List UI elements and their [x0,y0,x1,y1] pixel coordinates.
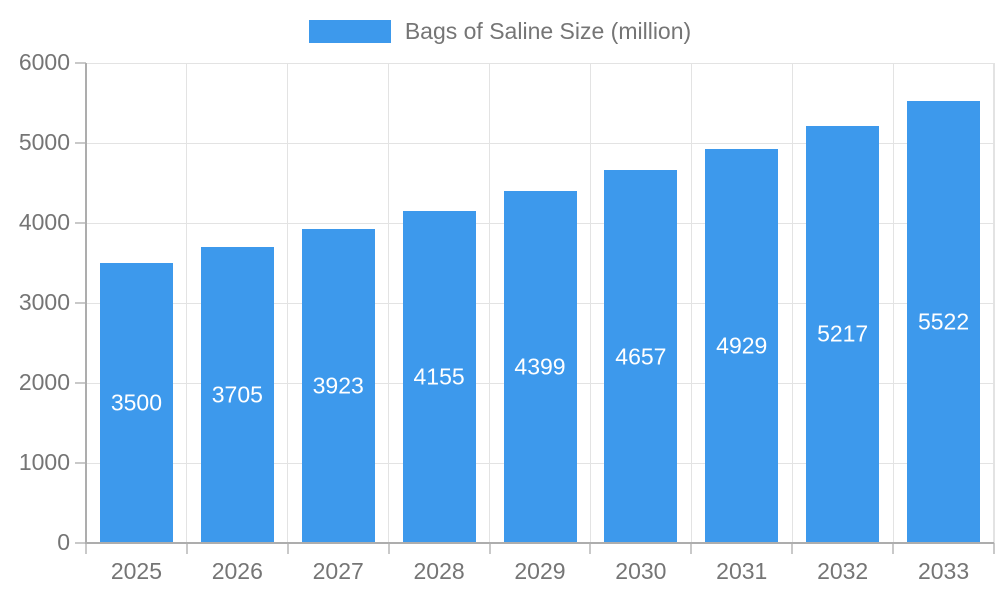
y-axis-tick [75,142,86,144]
v-gridline [489,63,491,543]
y-axis-tick [75,382,86,384]
h-gridline [86,62,994,64]
legend[interactable]: Bags of Saline Size (million) [0,14,1000,48]
x-axis-label: 2033 [917,558,970,584]
bar-value-label: 3705 [211,381,263,408]
v-gridline [287,63,289,543]
y-axis-label: 6000 [18,49,70,75]
y-axis-label: 4000 [18,209,70,235]
y-axis-tick [75,62,86,64]
v-gridline [388,63,390,543]
h-gridline [86,142,994,144]
x-axis-tick [791,543,794,554]
x-axis-tick [185,543,188,554]
bar-2030[interactable]: 4657 [604,170,678,543]
bar-value-label: 5217 [817,320,869,347]
x-axis-label: 2029 [514,558,566,584]
bar-2029[interactable]: 4399 [503,191,577,543]
bar-2031[interactable]: 4929 [705,148,779,543]
x-axis-tick [993,543,995,554]
x-axis-label: 2025 [110,558,163,584]
x-axis-tick [892,543,895,554]
bar-value-label: 4155 [413,363,465,390]
x-axis-label: 2028 [413,558,465,584]
y-axis-tick [75,462,86,464]
x-axis-tick [387,543,390,554]
y-axis-label: 2000 [18,369,70,395]
legend-label: Bags of Saline Size (million) [404,17,692,44]
x-axis-tick [286,543,289,554]
y-axis-label: 3000 [18,289,70,315]
x-axis-tick [488,543,491,554]
bar-value-label: 4929 [716,332,768,359]
v-gridline [589,63,591,543]
v-gridline [892,63,894,543]
x-axis-label: 2027 [312,558,364,584]
bar-2025[interactable]: 3500 [99,263,173,543]
y-axis-label: 5000 [18,129,70,155]
bar-value-label: 4657 [615,343,667,370]
x-axis-label: 2032 [817,558,869,584]
bar-value-label: 3923 [312,372,364,399]
bar-2033[interactable]: 5522 [907,101,981,543]
x-axis-line [86,542,994,544]
v-gridline [690,63,692,543]
x-axis-label: 2026 [211,558,263,584]
legend-swatch [308,19,391,43]
v-gridline [186,63,188,543]
bar-2028[interactable]: 4155 [402,210,476,543]
x-axis-label: 2030 [615,558,667,584]
bar-value-label: 3500 [110,389,163,416]
bar-value-label: 4399 [514,353,566,380]
x-axis-label: 2031 [716,558,768,584]
y-axis-tick [75,302,86,304]
y-axis-tick [75,542,86,544]
x-axis-tick [589,543,592,554]
plot-right-border [993,63,995,543]
v-gridline [791,63,793,543]
y-axis-line [85,63,87,544]
bar-2027[interactable]: 3923 [301,229,375,543]
bar-2032[interactable]: 5217 [806,125,880,543]
x-axis-tick [690,543,693,554]
y-axis-label: 0 [57,529,70,555]
y-axis-tick [75,222,86,224]
y-axis-label: 1000 [18,449,70,475]
x-axis-tick [85,543,87,554]
bar-value-label: 5522 [917,308,970,335]
bar-2026[interactable]: 3705 [200,246,274,543]
